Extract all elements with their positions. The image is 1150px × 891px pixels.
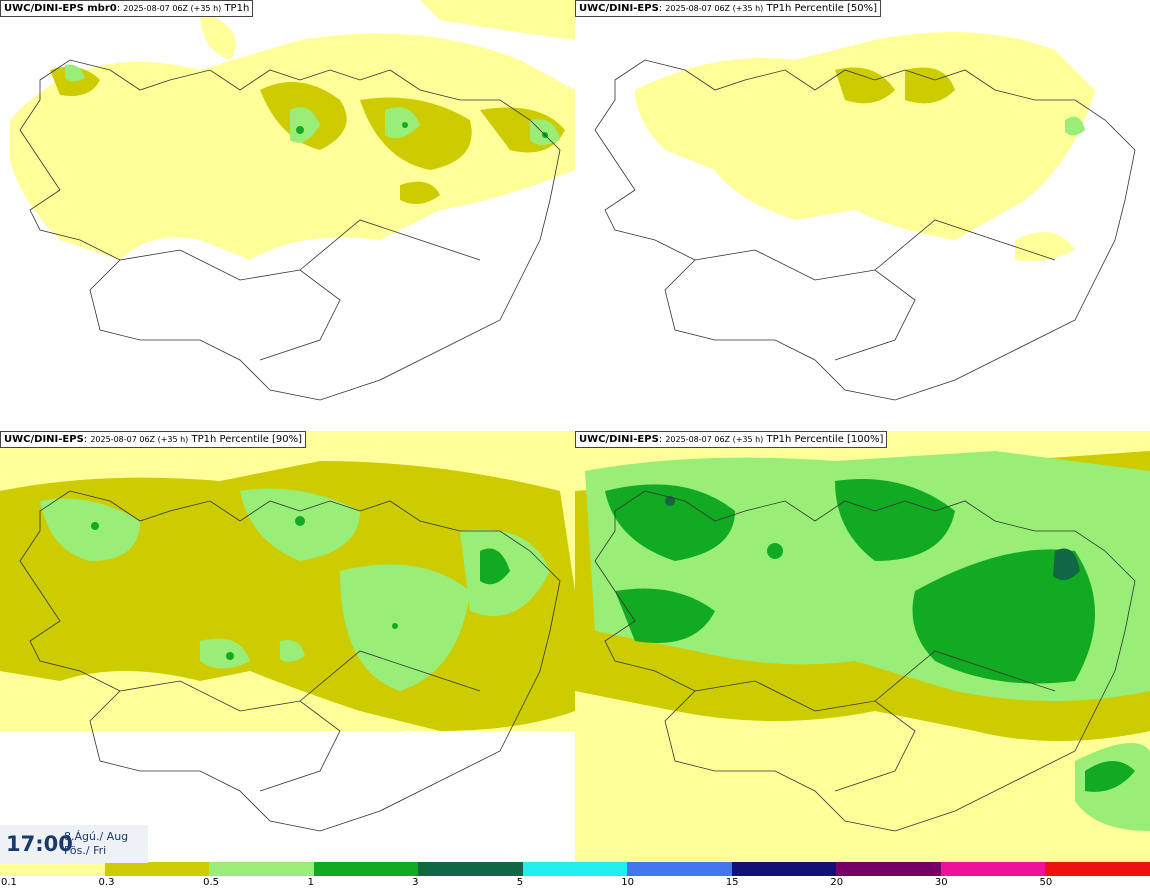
valid-time: 17:00 — [6, 832, 73, 856]
map-panel-p100: UWC/DINI-EPS: 2025-08-07 06Z (+35 h) TP1… — [575, 431, 1150, 862]
colorbar-segment — [313, 862, 419, 876]
colorbar-segment — [940, 862, 1046, 876]
colorbar-segment — [731, 862, 837, 876]
colorbar-tick-label: 1 — [307, 877, 314, 888]
panel-title: UWC/DINI-EPS mbr0: 2025-08-07 06Z (+35 h… — [0, 0, 254, 17]
colorbar-segment — [0, 862, 105, 876]
colorbar-segment — [522, 862, 628, 876]
colorbar-tick-label: 0.5 — [203, 877, 219, 888]
map-panel-p50: UWC/DINI-EPS: 2025-08-07 06Z (+35 h) TP1… — [575, 0, 1150, 431]
map-panel-mbr0: UWC/DINI-EPS mbr0: 2025-08-07 06Z (+35 h… — [0, 0, 575, 431]
precip-colorbar — [0, 862, 1150, 876]
colorbar-segment — [104, 862, 210, 876]
precip-map — [594, 32, 1136, 401]
colorbar-ticks: 0.1 0.3 0.5 1 3 5 10 15 20 30 50 — [0, 877, 1150, 891]
valid-time-box: 17:00 8.Ágú./ Aug Fös./ Fri — [0, 825, 148, 863]
colorbar-tick-label: 0.3 — [98, 877, 115, 888]
colorbar-tick-label: 0.1 — [1, 877, 17, 888]
precip-map — [10, 0, 575, 401]
precip-map — [575, 431, 1150, 862]
colorbar-segment — [1045, 862, 1150, 876]
colorbar-tick-label: 20 — [830, 877, 844, 888]
colorbar-tick-label: 15 — [725, 877, 739, 888]
colorbar-tick-label: 50 — [1039, 877, 1053, 888]
panel-title: UWC/DINI-EPS: 2025-08-07 06Z (+35 h) TP1… — [575, 431, 888, 448]
colorbar-segment — [627, 862, 732, 876]
precip-map — [0, 431, 575, 832]
colorbar-segment — [836, 862, 941, 876]
colorbar-tick-label: 5 — [516, 877, 524, 888]
colorbar-tick-label: 10 — [621, 877, 634, 888]
panel-title: UWC/DINI-EPS: 2025-08-07 06Z (+35 h) TP1… — [0, 431, 307, 448]
colorbar-tick-label: 3 — [412, 877, 419, 888]
colorbar-segment — [418, 862, 523, 876]
valid-date: 8.Ágú./ Aug Fös./ Fri — [64, 830, 129, 857]
map-panel-p90: UWC/DINI-EPS: 2025-08-07 06Z (+35 h) TP1… — [0, 431, 575, 862]
colorbar-tick-label: 30 — [934, 877, 948, 888]
colorbar-segment — [209, 862, 314, 876]
panel-title: UWC/DINI-EPS: 2025-08-07 06Z (+35 h) TP1… — [575, 0, 882, 17]
